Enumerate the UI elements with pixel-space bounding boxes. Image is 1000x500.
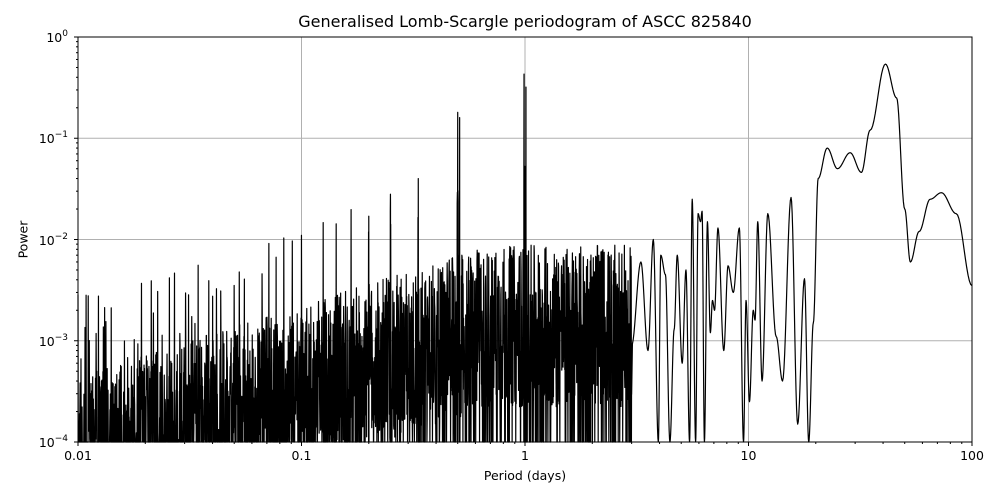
- minor-ticks: [74, 36, 973, 446]
- plot-frame: [77, 36, 973, 443]
- x-tick-label: 100: [960, 448, 984, 463]
- y-tick-label: 10−3: [38, 333, 68, 349]
- x-tick-label: 1: [521, 448, 529, 463]
- chart-title: Generalised Lomb-Scargle periodogram of …: [298, 12, 752, 31]
- x-tick-label: 10: [740, 448, 757, 463]
- y-axis-label: Power: [15, 220, 31, 259]
- power-trace: [77, 63, 973, 443]
- y-tick-label: 10−4: [38, 434, 68, 450]
- y-tick-label: 10−1: [38, 130, 68, 146]
- x-tick-label: 0.01: [64, 448, 92, 463]
- y-tick-label: 10−2: [38, 231, 68, 248]
- x-axis-label: Period (days): [483, 468, 567, 483]
- y-tick-label: 100: [46, 29, 68, 45]
- x-tick-label: 0.1: [291, 448, 312, 463]
